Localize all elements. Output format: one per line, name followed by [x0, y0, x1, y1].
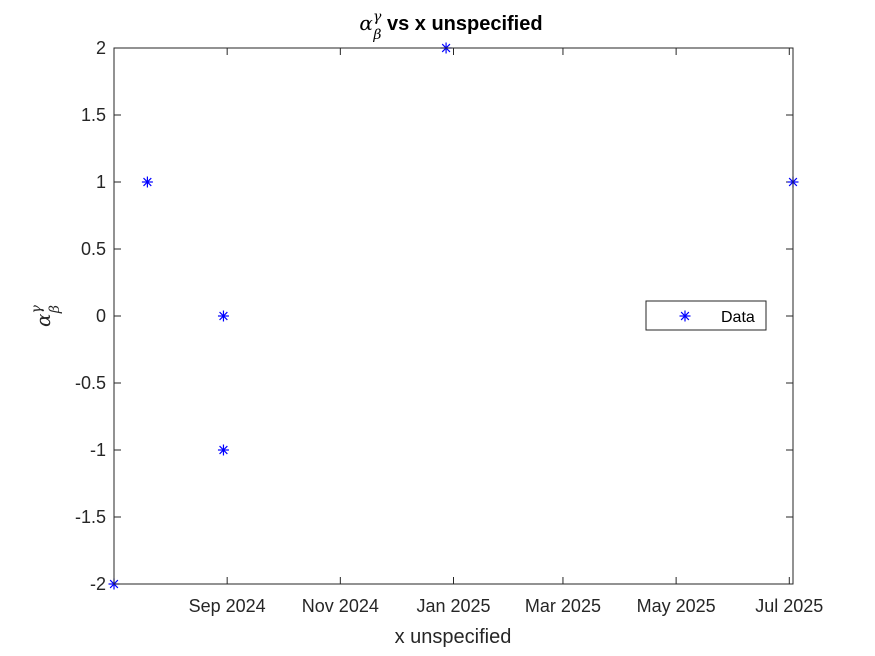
y-tick-label: 1.5	[81, 105, 106, 125]
x-tick-label: May 2025	[637, 596, 716, 616]
data-point	[217, 310, 229, 322]
y-tick-label: -0.5	[75, 373, 106, 393]
ticks-layer: 2 1.5 1 0.5 0 -0.5 -1 -1.5 -2 Sep 2024 Nov 2024 Jan…	[75, 38, 823, 616]
ylabel-sub: β	[47, 305, 63, 314]
y-tick-label: -1	[90, 440, 106, 460]
title-sub: β	[372, 27, 381, 43]
y-tick-label: 0	[96, 306, 106, 326]
x-tick-label: Jan 2025	[416, 596, 490, 616]
legend-label: Data	[721, 309, 755, 326]
x-tick-label: Nov 2024	[302, 596, 379, 616]
y-tick-label: 2	[96, 38, 106, 58]
legend-marker-asterisk	[679, 310, 691, 322]
plot-frame	[113, 47, 794, 585]
y-tick-label: 0.5	[81, 239, 106, 259]
x-tick-label: Jul 2025	[755, 596, 823, 616]
legend: Data	[645, 300, 767, 331]
ylabel-symbol: α	[31, 313, 55, 327]
x-axis-title: x unspecified	[395, 626, 512, 648]
legend-box	[645, 300, 767, 331]
x-tick-label: Sep 2024	[189, 596, 266, 616]
ylabel-sup: γ	[29, 304, 45, 313]
chart-title: αγ β vs x unspecified	[359, 9, 542, 43]
title-suffix: vs x unspecified	[381, 13, 542, 35]
title-sup: γ	[373, 9, 382, 25]
data-point	[141, 176, 153, 188]
title-symbol: α	[359, 11, 373, 35]
y-tick-label: -1.5	[75, 507, 106, 527]
data-point	[217, 444, 229, 456]
x-tick-label: Mar 2025	[525, 596, 601, 616]
y-tick-label: 1	[96, 172, 106, 192]
y-tick-label: -2	[90, 574, 106, 594]
y-axis-title: αγ β	[29, 304, 63, 327]
legend-marker	[679, 310, 691, 322]
